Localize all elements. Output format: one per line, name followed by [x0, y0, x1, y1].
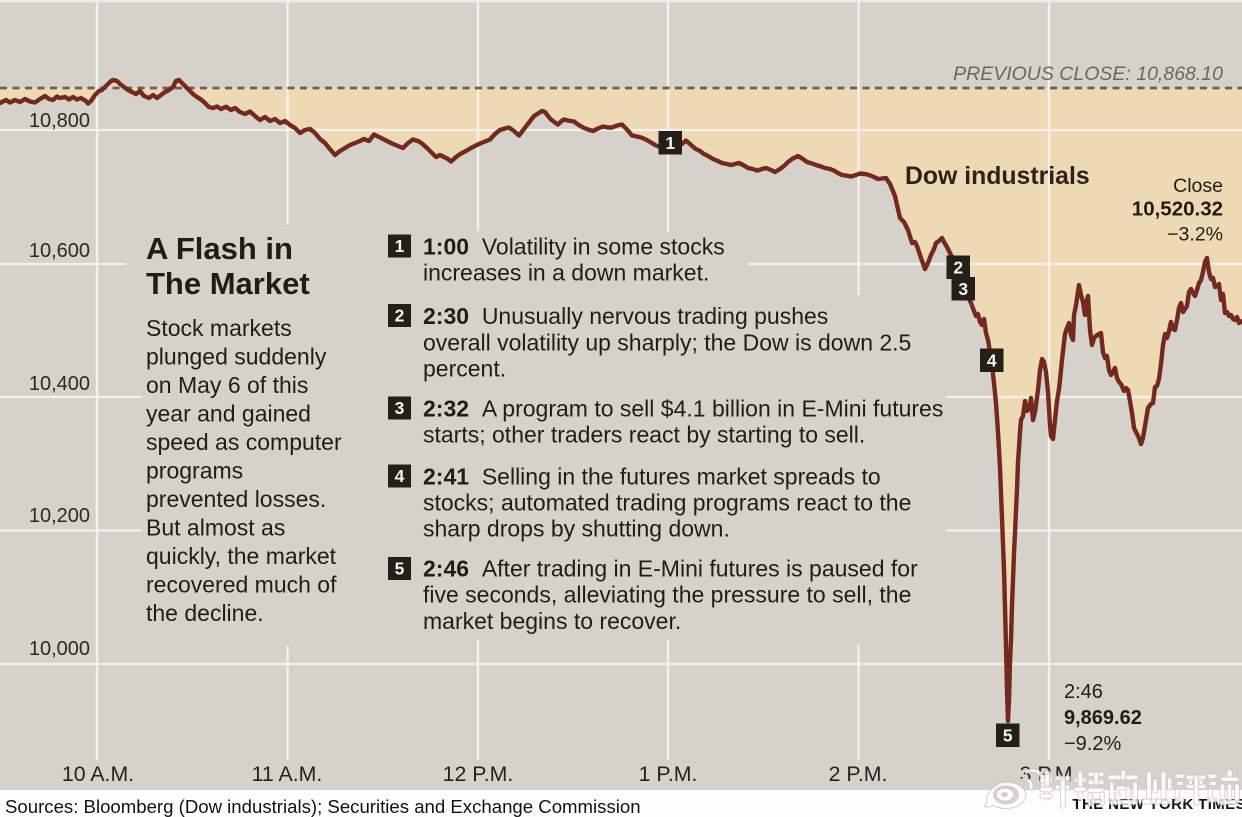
- svg-text:11 A.M.: 11 A.M.: [252, 762, 323, 786]
- svg-text:10,000: 10,000: [29, 638, 90, 660]
- svg-text:−9.2%: −9.2%: [1064, 733, 1121, 755]
- svg-text:PREVIOUS CLOSE: 10,868.10: PREVIOUS CLOSE: 10,868.10: [953, 63, 1223, 85]
- svg-text:2 P.M.: 2 P.M.: [829, 762, 888, 786]
- svg-text:2:30 Unusually nervous tradin: 2:30 Unusually nervous trading pushes: [423, 303, 828, 329]
- svg-text:5: 5: [395, 559, 405, 579]
- svg-text:overall volatility up sharply;: overall volatility up sharply; the Dow i…: [423, 329, 911, 355]
- svg-text:prevented losses.: prevented losses.: [146, 486, 326, 512]
- svg-text:Sources: Bloomberg (Dow indust: Sources: Bloomberg (Dow industrials); Se…: [5, 796, 641, 817]
- svg-text:speed as computer: speed as computer: [146, 429, 342, 455]
- svg-text:recovered much of: recovered much of: [146, 572, 337, 598]
- svg-text:1: 1: [395, 236, 405, 256]
- svg-text:The Market: The Market: [146, 266, 310, 301]
- svg-text:10 A.M.: 10 A.M.: [62, 762, 134, 786]
- svg-text:plunged suddenly: plunged suddenly: [146, 344, 327, 370]
- svg-text:quickly, the market: quickly, the market: [146, 543, 337, 569]
- svg-text:10,520.32: 10,520.32: [1132, 198, 1223, 221]
- svg-text:10,600: 10,600: [29, 240, 90, 262]
- svg-text:starts; other traders react by: starts; other traders react by starting …: [423, 422, 865, 448]
- svg-text:2:46 After trading in E-Mini: 2:46 After trading in E-Mini futures is …: [423, 556, 918, 582]
- svg-text:the decline.: the decline.: [146, 600, 264, 626]
- svg-text:increases in a down market.: increases in a down market.: [423, 260, 709, 286]
- svg-text:10,400: 10,400: [29, 373, 90, 395]
- svg-text:2: 2: [953, 257, 963, 277]
- svg-text:10,200: 10,200: [29, 505, 90, 527]
- svg-text:10,800: 10,800: [29, 110, 90, 132]
- svg-text:2: 2: [395, 306, 405, 326]
- svg-text:3: 3: [395, 398, 405, 418]
- svg-text:programs: programs: [146, 458, 243, 484]
- svg-text:−3.2%: −3.2%: [1167, 224, 1223, 246]
- svg-text:Stock markets: Stock markets: [146, 315, 292, 341]
- svg-text:3: 3: [958, 279, 968, 299]
- svg-text:2:32 A program to sell $4.1 b: 2:32 A program to sell $4.1 billion in E…: [423, 396, 943, 422]
- svg-text:2:41 Selling in the futures m: 2:41 Selling in the futures market sprea…: [423, 463, 881, 489]
- svg-text:stocks; automated trading prog: stocks; automated trading programs react…: [423, 490, 911, 516]
- svg-text:on May 6 of this: on May 6 of this: [146, 372, 308, 398]
- svg-text:4: 4: [395, 466, 405, 486]
- svg-text:But almost as: But almost as: [146, 515, 285, 541]
- svg-text:sharp drops by shutting down.: sharp drops by shutting down.: [423, 516, 730, 542]
- svg-text:1: 1: [665, 133, 675, 153]
- svg-text:1:00 Volatility in some stock: 1:00 Volatility in some stocks: [423, 234, 725, 260]
- svg-text:year and gained: year and gained: [146, 401, 311, 427]
- svg-text:Close: Close: [1173, 175, 1223, 197]
- svg-text:4: 4: [987, 350, 997, 370]
- svg-text:9,869.62: 9,869.62: [1064, 707, 1142, 729]
- svg-text:A Flash in: A Flash in: [146, 231, 293, 266]
- svg-text:five seconds, alleviating the: five seconds, alleviating the pressure t…: [423, 582, 911, 608]
- svg-text:market begins to recover.: market begins to recover.: [423, 608, 681, 634]
- svg-text:5: 5: [1003, 725, 1013, 745]
- svg-text:12 P.M.: 12 P.M.: [443, 762, 514, 786]
- svg-text:Dow industrials: Dow industrials: [905, 163, 1090, 190]
- svg-text:percent.: percent.: [423, 356, 506, 382]
- svg-text:2:46: 2:46: [1064, 681, 1103, 703]
- svg-text:1 P.M.: 1 P.M.: [639, 762, 698, 786]
